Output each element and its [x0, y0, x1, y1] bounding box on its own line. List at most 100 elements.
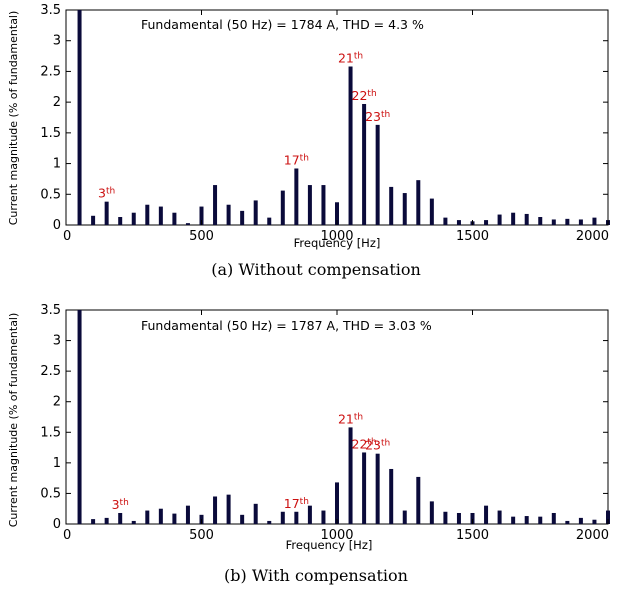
harmonic-label-22: 22th: [352, 436, 377, 451]
y-ticks-a: 0 0.5 1 1.5 2 2.5 3 3.5: [40, 3, 608, 233]
y-axis-label-a: Current magnitude (% of fundamental): [7, 11, 20, 226]
bar-a-1400hz: [443, 217, 448, 225]
y-tick-label: 2: [53, 95, 61, 110]
bar-b-1250hz: [402, 510, 407, 524]
bar-a-800hz: [280, 190, 285, 225]
bar-a-450hz: [185, 223, 190, 225]
bar-a-1750hz: [538, 217, 543, 225]
bar-b-550hz: [213, 496, 218, 524]
bar-b-50hz: [77, 310, 82, 524]
bar-a-50hz: [77, 10, 82, 225]
bar-a-950hz: [321, 185, 326, 225]
y-tick-label: 3.5: [40, 303, 61, 318]
plot-frame-a: [65, 9, 609, 226]
harmonic-label-17: 17th: [284, 152, 309, 167]
y-tick-label: 0: [53, 517, 61, 532]
bar-a-1800hz: [551, 219, 556, 225]
bar-b-800hz: [280, 511, 285, 524]
bar-a-1550hz: [484, 220, 489, 225]
harmonic-label-21: 21th: [338, 51, 363, 66]
annotation-a: Fundamental (50 Hz) = 1784 A, THD = 4.3 …: [141, 17, 424, 32]
harmonic-label-23: 23th: [365, 438, 390, 453]
bar-a-650hz: [240, 210, 245, 225]
bar-a-1700hz: [524, 213, 529, 225]
x-tick-label: 1500: [456, 229, 489, 244]
bar-b-1350hz: [429, 501, 434, 524]
y-axis-label-b: Current magnitude (% of fundamental): [7, 313, 20, 528]
harmonic-labels-a: 3th 17th 21th 22th 23th: [98, 51, 390, 201]
x-tick-label: 0: [63, 528, 71, 543]
bar-b-1100hz: [362, 452, 367, 524]
harmonic-label-3: 3th: [112, 497, 129, 512]
x-ticks-a: 0 500 1000 1500 2000: [63, 10, 609, 244]
y-tick-label: 2.5: [40, 64, 61, 79]
bar-b-1650hz: [511, 516, 516, 524]
bar-b-1750hz: [538, 516, 543, 524]
bar-b-1150hz: [375, 453, 380, 524]
bar-a-250hz: [131, 212, 136, 225]
bar-a-850hz: [294, 168, 299, 225]
bar-b-1600hz: [497, 510, 502, 524]
y-tick-label: 2.5: [40, 364, 61, 379]
bar-b-200hz: [118, 512, 123, 524]
bar-b-150hz: [104, 517, 109, 524]
bar-a-300hz: [145, 204, 150, 225]
y-ticks-b: 0 0.5 1 1.5 2 2.5 3 3.5: [40, 303, 608, 532]
bar-b-300hz: [145, 510, 150, 524]
bar-a-1650hz: [511, 212, 516, 225]
bar-a-900hz: [307, 185, 312, 225]
annotation-b: Fundamental (50 Hz) = 1787 A, THD = 3.03…: [141, 318, 432, 333]
harmonic-label-3: 3th: [98, 186, 115, 201]
y-tick-label: 3: [53, 334, 61, 349]
harmonic-label-23: 23th: [365, 109, 390, 124]
bar-b-1200hz: [389, 468, 394, 524]
caption-b: (b) With compensation: [224, 566, 408, 585]
bar-b-350hz: [158, 508, 163, 524]
y-tick-label: 0.5: [40, 187, 61, 202]
bar-a-1150hz: [375, 124, 380, 225]
x-tick-label: 500: [189, 528, 214, 543]
bar-a-400hz: [172, 212, 177, 225]
chart-b: 0 0.5 1 1.5 2 2.5 3 3.5 0 500 1000 1500 2000 3th 17t…: [7, 303, 610, 585]
bars-b: [77, 310, 610, 524]
bar-b-100hz: [91, 519, 96, 524]
y-tick-label: 1: [53, 157, 61, 172]
bar-b-1900hz: [578, 517, 583, 524]
y-tick-label: 1: [53, 456, 61, 471]
caption-a: (a) Without compensation: [211, 260, 421, 279]
bar-a-1950hz: [592, 217, 597, 225]
bar-a-1200hz: [389, 186, 394, 225]
y-tick-label: 0: [53, 218, 61, 233]
harmonic-label-17: 17th: [284, 496, 309, 511]
bar-a-350hz: [158, 206, 163, 225]
bar-b-1850hz: [565, 520, 570, 524]
bar-b-1700hz: [524, 516, 529, 524]
bar-b-650hz: [240, 514, 245, 524]
y-tick-label: 1.5: [40, 126, 61, 141]
bar-b-1950hz: [592, 519, 597, 524]
bar-b-450hz: [185, 505, 190, 524]
bar-a-150hz: [104, 201, 109, 225]
y-tick-label: 2: [53, 395, 61, 410]
bar-b-1050hz: [348, 427, 353, 524]
x-tick-label: 0: [63, 229, 71, 244]
bar-b-700hz: [253, 503, 258, 524]
bar-b-1450hz: [456, 512, 461, 524]
bar-a-700hz: [253, 200, 258, 225]
bar-b-250hz: [131, 520, 136, 524]
y-tick-label: 0.5: [40, 486, 61, 501]
bar-b-850hz: [294, 511, 299, 524]
x-tick-label: 1000: [320, 229, 353, 244]
bar-a-550hz: [213, 185, 218, 225]
bar-b-1400hz: [443, 511, 448, 524]
x-tick-label: 2000: [576, 229, 609, 244]
y-tick-label: 3.5: [40, 3, 61, 18]
y-tick-label: 1.5: [40, 425, 61, 440]
harmonic-label-21: 21th: [338, 411, 363, 426]
bar-b-2000hz: [606, 510, 610, 524]
x-tick-label: 500: [189, 229, 214, 244]
bar-a-1350hz: [429, 198, 434, 225]
bar-b-1300hz: [416, 476, 421, 524]
